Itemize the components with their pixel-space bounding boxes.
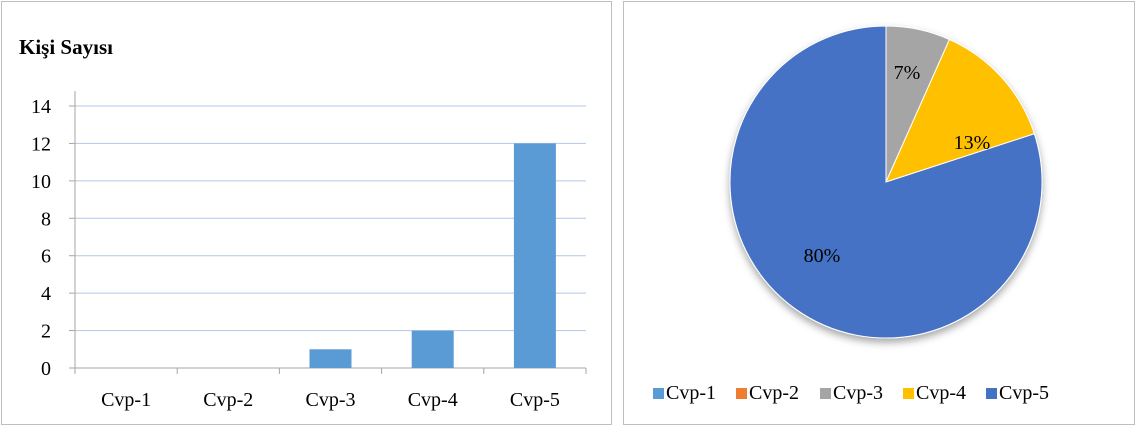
pie-slice-label: 80%	[804, 245, 841, 267]
pie-chart-panel: 7% 13% 80% Cvp-1 Cvp-2 Cvp-3 Cvp-4 Cvp-5	[623, 1, 1135, 425]
y-tick-label: 4	[41, 283, 51, 305]
x-tick-label: Cvp-5	[510, 389, 560, 411]
y-tick-label: 10	[31, 171, 51, 193]
legend-label: Cvp-5	[999, 382, 1049, 404]
bar-cvp-3	[309, 349, 352, 368]
legend-label: Cvp-2	[749, 382, 799, 404]
pie-slice-cvp-5	[729, 25, 1043, 339]
legend-swatch-cvp-5	[986, 388, 997, 399]
pie-chart: 7% 13% 80% Cvp-1 Cvp-2 Cvp-3 Cvp-4 Cvp-5	[653, 25, 1049, 404]
legend-swatch-cvp-2	[736, 388, 747, 399]
legend-swatch-cvp-1	[653, 388, 664, 399]
legend-label: Cvp-1	[666, 382, 716, 404]
y-tick-label: 14	[31, 96, 51, 118]
legend-label: Cvp-4	[916, 382, 966, 404]
legend-label: Cvp-3	[833, 382, 883, 404]
x-tick-label: Cvp-3	[306, 389, 356, 411]
bar-chart: Kişi Sayısı 0 2 4 6 8 10 12 14 Cvp-1 Cvp-2 Cvp-3 C…	[19, 35, 587, 411]
bar-chart-title: Kişi Sayısı	[19, 35, 113, 59]
bar-chart-panel: Kişi Sayısı 0 2 4 6 8 10 12 14 Cvp-1 Cvp-2 Cvp-3 C…	[1, 1, 612, 425]
y-tick-label: 8	[41, 208, 51, 230]
y-tick-label: 2	[41, 321, 51, 343]
x-tick-label: Cvp-1	[101, 389, 151, 411]
bar-cvp-4	[411, 330, 454, 368]
pie-slice-cvp-4	[885, 38, 1035, 183]
pie-slice-label: 7%	[894, 62, 921, 84]
y-tick-label: 12	[31, 133, 51, 155]
legend-swatch-cvp-4	[903, 388, 914, 399]
x-tick-label: Cvp-4	[408, 389, 458, 411]
bar-cvp-5	[513, 143, 556, 368]
pie-slice-label: 13%	[954, 132, 991, 154]
y-tick-label: 0	[41, 358, 51, 380]
y-tick-label: 6	[41, 246, 51, 268]
legend-swatch-cvp-3	[820, 388, 831, 399]
x-tick-label: Cvp-2	[203, 389, 253, 411]
